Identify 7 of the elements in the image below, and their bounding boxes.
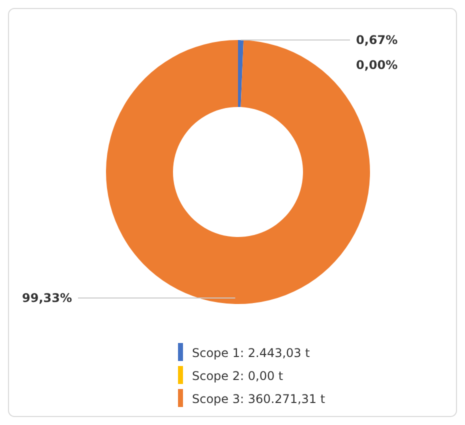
legend-label: Scope 1: 2.443,03 t [192,346,310,360]
data-label: 0,67% [356,33,398,47]
legend-label: Scope 3: 360.271,31 t [192,392,326,406]
donut-slice [238,40,244,108]
text: 0,00% [356,58,398,72]
data-label: 99,33% [22,290,72,305]
legend-label: Scope 2: 0,00 t [192,369,284,383]
